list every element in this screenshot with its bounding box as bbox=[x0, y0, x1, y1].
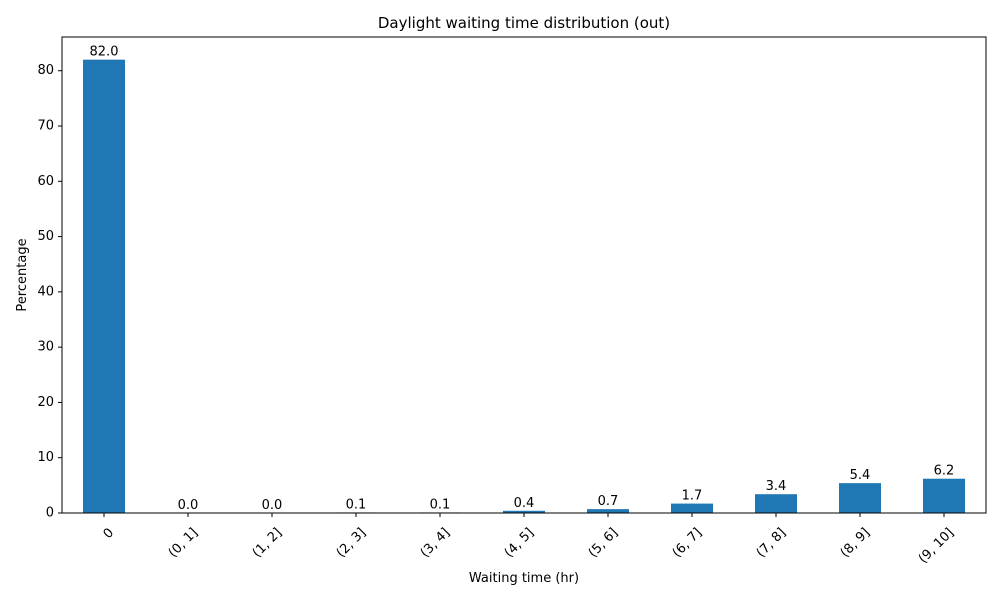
bar-9 bbox=[839, 483, 881, 513]
x-tick-label-5: (4, 5] bbox=[502, 525, 537, 560]
data-label-8: 3.4 bbox=[766, 479, 787, 494]
data-label-6: 0.7 bbox=[598, 494, 619, 509]
y-tick-label-1: 10 bbox=[37, 450, 54, 465]
x-tick-label-0: 0 bbox=[101, 525, 117, 541]
x-tick-label-4: (3, 4] bbox=[418, 525, 453, 560]
plot-frame bbox=[61, 36, 987, 514]
bar-6 bbox=[587, 509, 629, 513]
y-tick-label-8: 80 bbox=[37, 63, 54, 78]
x-tick-label-10: (9, 10] bbox=[916, 525, 957, 566]
bar-5 bbox=[503, 510, 545, 513]
x-tick-label-8: (7, 8] bbox=[754, 525, 789, 560]
y-axis-label: Percentage bbox=[15, 238, 30, 311]
y-axis: 0 10 20 30 40 50 60 70 80 bbox=[37, 63, 62, 521]
y-tick-label-5: 50 bbox=[37, 229, 54, 244]
data-label-7: 1.7 bbox=[682, 489, 703, 504]
data-label-2: 0.0 bbox=[262, 498, 283, 513]
bar-0 bbox=[83, 59, 125, 514]
y-tick-label-3: 30 bbox=[37, 340, 54, 355]
data-label-9: 5.4 bbox=[850, 468, 871, 483]
data-label-3: 0.1 bbox=[346, 497, 367, 512]
y-tick-label-2: 20 bbox=[37, 395, 54, 410]
y-tick-label-7: 70 bbox=[37, 119, 54, 134]
x-axis: 0 (0, 1] (1, 2] (2, 3] (3, 4] (4, 5] (5, 6] (6,… bbox=[101, 513, 957, 567]
x-tick-label-6: (5, 6] bbox=[586, 525, 621, 560]
x-tick-label-9: (8, 9] bbox=[838, 525, 873, 560]
chart-title: Daylight waiting time distribution (out) bbox=[378, 14, 670, 32]
y-tick-label-4: 40 bbox=[37, 284, 54, 299]
data-label-0: 82.0 bbox=[90, 45, 119, 60]
x-tick-label-1: (0, 1] bbox=[166, 525, 201, 560]
bar-10 bbox=[923, 478, 965, 513]
data-label-1: 0.0 bbox=[178, 498, 199, 513]
x-tick-label-2: (1, 2] bbox=[250, 525, 285, 560]
data-label-4: 0.1 bbox=[430, 497, 451, 512]
y-tick-label-6: 60 bbox=[37, 174, 54, 189]
x-tick-label-7: (6, 7] bbox=[670, 525, 705, 560]
y-tick-label-0: 0 bbox=[46, 506, 54, 521]
x-tick-label-3: (2, 3] bbox=[334, 525, 369, 560]
bars-group bbox=[83, 59, 965, 514]
x-axis-label: Waiting time (hr) bbox=[469, 571, 579, 586]
data-label-5: 0.4 bbox=[514, 496, 535, 511]
bar-8 bbox=[755, 494, 797, 513]
bar-7 bbox=[671, 503, 713, 513]
data-label-10: 6.2 bbox=[934, 464, 955, 479]
data-labels-group: 82.0 0.0 0.0 0.1 0.1 0.4 0.7 1.7 3.4 5.4 6.2 bbox=[90, 45, 955, 513]
